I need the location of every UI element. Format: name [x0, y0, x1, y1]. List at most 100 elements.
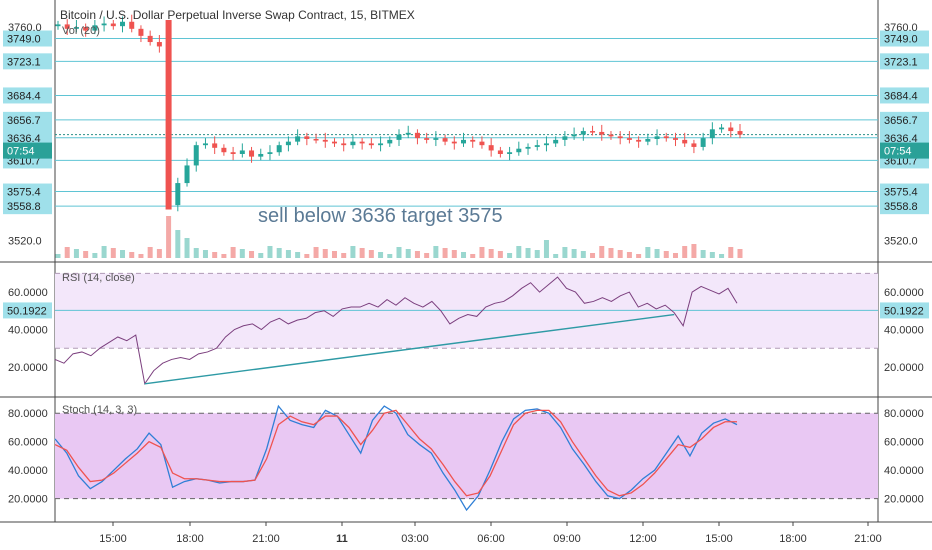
- price-level-label-left-box: [3, 198, 52, 215]
- candle-body: [313, 139, 319, 141]
- candle-body: [719, 127, 725, 130]
- volume-bar: [230, 247, 236, 258]
- candle-body: [580, 131, 586, 135]
- price-level-label-left-box: [3, 87, 52, 104]
- candle-body: [571, 134, 577, 137]
- candle-body: [378, 143, 384, 146]
- candle-body: [396, 134, 402, 140]
- candle-body: [387, 139, 393, 144]
- volume-bar: [672, 253, 678, 258]
- volume-bar: [580, 251, 586, 258]
- price-level-label-right-box: [880, 111, 929, 128]
- volume-bar: [571, 249, 577, 258]
- volume-bar: [368, 250, 374, 258]
- price-level-label-right-box: [880, 30, 929, 47]
- time-tick: 21:00: [854, 533, 882, 545]
- volume-bar: [101, 246, 107, 258]
- candle-body: [304, 136, 310, 139]
- candle-body: [64, 24, 70, 29]
- candle-body: [110, 23, 116, 27]
- volume-bar: [147, 247, 153, 258]
- volume-bar: [470, 254, 476, 258]
- time-tick: 18:00: [176, 533, 204, 545]
- stoch-tick: 80.0000: [8, 408, 48, 420]
- volume-bar: [728, 247, 734, 258]
- volume-bar: [691, 244, 697, 258]
- volume-bar: [636, 254, 642, 258]
- volume-bar: [626, 252, 632, 258]
- price-level-label-left-box: [3, 129, 52, 146]
- stoch-tick: 60.0000: [884, 437, 924, 449]
- time-tick: 09:00: [553, 533, 581, 545]
- price-level-label-right: 3749.0: [884, 34, 918, 46]
- stoch-tick: 40.0000: [8, 465, 48, 477]
- candle-body: [405, 132, 411, 135]
- candle-body: [543, 143, 549, 146]
- candle-body: [331, 141, 337, 144]
- candle-body: [120, 21, 126, 27]
- volume-bar: [378, 252, 384, 258]
- volume-bar: [654, 249, 660, 258]
- candle-body: [212, 143, 218, 148]
- volume-bar: [221, 254, 227, 258]
- candle-body: [175, 183, 181, 206]
- price-level-label-left: 3636.4: [7, 133, 41, 145]
- volume-bar: [599, 246, 605, 258]
- candle-body: [691, 143, 697, 147]
- stoch-line: [54, 404, 738, 512]
- volume-bar: [424, 253, 430, 258]
- candle-body: [156, 42, 162, 47]
- price-level-label-left: 3656.7: [7, 115, 41, 127]
- price-tick: 3520.0: [884, 235, 918, 247]
- candle-body: [230, 152, 236, 154]
- volume-bar: [295, 252, 301, 258]
- volume-bar: [719, 254, 725, 258]
- price-level-label-left: 3575.4: [7, 187, 41, 199]
- rsi-label: RSI (14, close): [62, 272, 135, 284]
- price-tick: 3760.0: [884, 22, 918, 34]
- volume-bar: [83, 251, 89, 258]
- candle-body: [424, 138, 430, 140]
- candle-body: [138, 28, 144, 36]
- candle-body: [276, 145, 282, 153]
- price-level-label-right: 3636.4: [884, 133, 918, 145]
- price-level-label-right: 3575.4: [884, 187, 918, 199]
- volume-bar: [322, 249, 328, 258]
- volume-bar: [73, 249, 79, 258]
- volume-bar: [543, 240, 549, 258]
- candle-body: [654, 136, 660, 139]
- volume-bar: [497, 251, 503, 258]
- volume-bar: [331, 251, 337, 258]
- stoch-line: [54, 409, 737, 497]
- candle-body: [433, 138, 439, 140]
- volume-bar: [553, 254, 559, 258]
- candle-body: [322, 139, 328, 142]
- rsi-value-right: 50.1922: [884, 305, 924, 317]
- volume-bar: [175, 230, 181, 258]
- candle-body: [599, 131, 605, 135]
- candle-body: [83, 27, 89, 31]
- candle-body: [193, 145, 199, 166]
- rsi-line: [54, 276, 738, 386]
- volume-bar: [64, 247, 70, 258]
- stoch-tick: 40.0000: [884, 465, 924, 477]
- volume-bar: [461, 252, 467, 258]
- volume-bar: [55, 254, 61, 258]
- price-level-label-left: 3723.1: [7, 56, 41, 68]
- price-level-label-right: 3684.4: [884, 90, 918, 102]
- stoch-tick: 60.0000: [8, 437, 48, 449]
- time-tick: 11: [336, 533, 348, 545]
- candle-body: [267, 152, 273, 154]
- stoch-label: Stoch (14, 3, 3): [62, 404, 138, 416]
- page-title: Bitcoin / U.S. Dollar Perpetual Inverse …: [60, 8, 415, 22]
- volume-bar: [129, 252, 135, 258]
- volume-bar: [359, 248, 365, 258]
- candle-body: [617, 136, 623, 139]
- time-tick: 15:00: [99, 533, 127, 545]
- candle-body: [147, 35, 153, 43]
- rsi-tick: 40.0000: [8, 325, 48, 337]
- candle-body: [672, 138, 678, 140]
- volume-bar: [138, 254, 144, 258]
- volume-bar: [590, 253, 596, 258]
